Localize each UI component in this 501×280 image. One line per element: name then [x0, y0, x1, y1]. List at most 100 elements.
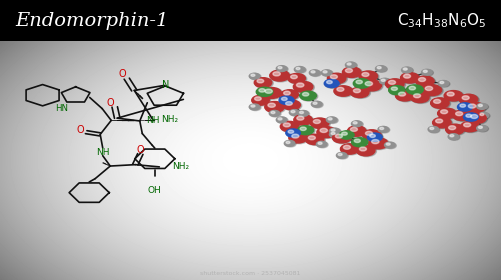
Circle shape — [354, 79, 372, 89]
Circle shape — [283, 123, 290, 127]
Circle shape — [423, 70, 427, 73]
Circle shape — [282, 97, 287, 101]
Circle shape — [330, 132, 340, 137]
Circle shape — [281, 122, 300, 132]
Circle shape — [478, 126, 482, 129]
Circle shape — [353, 79, 370, 88]
Circle shape — [330, 132, 341, 138]
Circle shape — [284, 101, 302, 111]
Circle shape — [255, 78, 273, 88]
Circle shape — [352, 138, 368, 147]
Circle shape — [438, 81, 448, 86]
Circle shape — [351, 88, 370, 98]
Circle shape — [396, 91, 415, 102]
Circle shape — [453, 110, 471, 121]
Circle shape — [330, 128, 340, 134]
Text: O: O — [136, 145, 144, 155]
Circle shape — [354, 139, 360, 143]
Circle shape — [448, 126, 455, 130]
Circle shape — [273, 72, 281, 76]
Circle shape — [328, 73, 346, 84]
Circle shape — [455, 112, 462, 116]
Circle shape — [343, 67, 362, 78]
Circle shape — [262, 87, 282, 99]
Circle shape — [430, 127, 434, 130]
Circle shape — [286, 141, 290, 144]
Circle shape — [257, 88, 274, 97]
Circle shape — [313, 102, 317, 104]
Circle shape — [411, 92, 429, 103]
Circle shape — [281, 90, 299, 100]
Circle shape — [257, 79, 264, 83]
Circle shape — [322, 70, 333, 76]
Circle shape — [435, 119, 442, 123]
Circle shape — [283, 100, 301, 110]
Circle shape — [362, 80, 382, 91]
Circle shape — [281, 122, 299, 132]
Circle shape — [280, 96, 296, 105]
Circle shape — [357, 146, 376, 157]
Circle shape — [308, 136, 315, 140]
Circle shape — [286, 129, 301, 137]
Circle shape — [270, 111, 280, 116]
Circle shape — [461, 122, 480, 132]
Circle shape — [352, 121, 363, 127]
Circle shape — [347, 63, 351, 65]
Circle shape — [360, 71, 379, 82]
Circle shape — [363, 80, 383, 92]
Circle shape — [401, 73, 420, 84]
Circle shape — [289, 132, 308, 143]
Circle shape — [348, 126, 367, 137]
Circle shape — [270, 111, 281, 117]
Circle shape — [335, 134, 342, 138]
Circle shape — [368, 138, 388, 149]
Circle shape — [270, 70, 289, 81]
Circle shape — [299, 111, 310, 117]
Circle shape — [425, 86, 433, 90]
Circle shape — [402, 67, 413, 74]
Circle shape — [369, 138, 389, 150]
Circle shape — [400, 73, 419, 83]
Circle shape — [409, 86, 415, 90]
Circle shape — [292, 134, 299, 138]
Circle shape — [286, 102, 292, 105]
Circle shape — [331, 129, 335, 131]
Circle shape — [460, 95, 479, 105]
Circle shape — [363, 130, 382, 141]
Circle shape — [459, 94, 478, 105]
Circle shape — [368, 133, 384, 142]
Circle shape — [467, 113, 486, 123]
Circle shape — [386, 79, 405, 90]
Circle shape — [300, 111, 304, 114]
Circle shape — [250, 74, 261, 80]
Circle shape — [446, 125, 465, 135]
Circle shape — [388, 80, 395, 84]
Circle shape — [266, 102, 286, 113]
Circle shape — [318, 127, 338, 138]
Text: O: O — [107, 98, 115, 108]
Circle shape — [330, 75, 337, 79]
Circle shape — [288, 74, 305, 83]
Circle shape — [295, 115, 314, 126]
Text: O: O — [119, 69, 127, 80]
Text: $\mathregular{C_{34}H_{38}N_6O_5}$: $\mathregular{C_{34}H_{38}N_6O_5}$ — [397, 12, 486, 31]
Circle shape — [298, 111, 308, 116]
Circle shape — [310, 70, 320, 76]
Circle shape — [320, 128, 328, 132]
Circle shape — [465, 102, 485, 113]
Circle shape — [463, 123, 470, 127]
Circle shape — [297, 83, 304, 87]
Circle shape — [285, 141, 296, 147]
Text: NH₂: NH₂ — [161, 115, 178, 124]
Circle shape — [294, 81, 313, 92]
Circle shape — [460, 104, 465, 107]
Circle shape — [255, 97, 261, 101]
Circle shape — [346, 62, 356, 68]
Circle shape — [277, 117, 288, 123]
Circle shape — [389, 86, 406, 95]
Circle shape — [287, 129, 302, 138]
Circle shape — [288, 130, 294, 133]
Circle shape — [306, 135, 325, 145]
Circle shape — [312, 101, 322, 107]
Circle shape — [433, 99, 440, 103]
